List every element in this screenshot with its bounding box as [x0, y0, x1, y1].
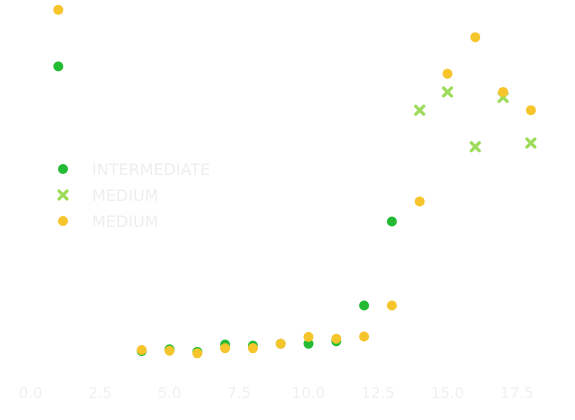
data-point-s3-6 [247, 343, 258, 354]
series-1 [53, 61, 397, 357]
data-point-s2-2 [441, 86, 454, 98]
data-point-s3-9 [331, 333, 342, 344]
x-tick-label-1: 0.0 [19, 384, 43, 402]
data-point-s1-11 [386, 216, 397, 227]
x-tick-label-2: 2.5 [88, 384, 112, 402]
series-3 [53, 4, 536, 359]
legend-item-1: INTERMEDIATE [58, 160, 210, 179]
x-tick-label-4: 7.5 [227, 384, 251, 402]
data-point-s1-8 [303, 338, 314, 349]
x-tick-label-7: 15.0 [431, 384, 464, 402]
legend-label-2: MEDIUM [92, 186, 158, 205]
legend-marker-2 [57, 189, 69, 201]
x-tick-label-3: 5.0 [158, 384, 182, 402]
data-point-s1-10 [359, 300, 370, 311]
legend-marker-1 [58, 164, 68, 174]
data-point-s3-5 [220, 343, 231, 354]
data-point-s1-1 [53, 61, 64, 72]
x-tick-label-5: 10.0 [292, 384, 325, 402]
points-layer [53, 4, 537, 359]
data-point-s3-8 [303, 331, 314, 342]
data-point-s3-7 [275, 338, 286, 349]
x-tick-label-8: 17.5 [500, 384, 533, 402]
data-point-s3-15 [498, 86, 509, 97]
data-point-s3-10 [359, 331, 370, 342]
data-point-s3-12 [414, 196, 425, 207]
data-point-s2-5 [525, 137, 537, 149]
data-point-s3-16 [525, 105, 536, 116]
series-2 [414, 86, 537, 153]
data-point-s3-2 [136, 345, 147, 356]
legend: INTERMEDIATE MEDIUM MEDIUM [57, 160, 210, 231]
legend-item-2: MEDIUM [57, 186, 158, 205]
data-point-s3-14 [470, 32, 481, 43]
x-axis-ticks: 0.0 2.5 5.0 7.5 10.0 12.5 15.0 17.5 [19, 384, 534, 402]
data-point-s3-13 [442, 68, 453, 79]
data-point-s3-11 [386, 300, 397, 311]
x-tick-label-6: 12.5 [361, 384, 394, 402]
legend-marker-3 [58, 216, 68, 226]
legend-label-1: INTERMEDIATE [92, 160, 210, 179]
data-point-s3-3 [164, 345, 175, 356]
data-point-s3-4 [192, 348, 203, 359]
legend-label-3: MEDIUM [92, 212, 158, 231]
data-point-s2-3 [469, 141, 481, 153]
legend-item-3: MEDIUM [58, 212, 158, 231]
data-point-s3-1 [53, 4, 64, 15]
data-point-s2-1 [414, 104, 426, 116]
